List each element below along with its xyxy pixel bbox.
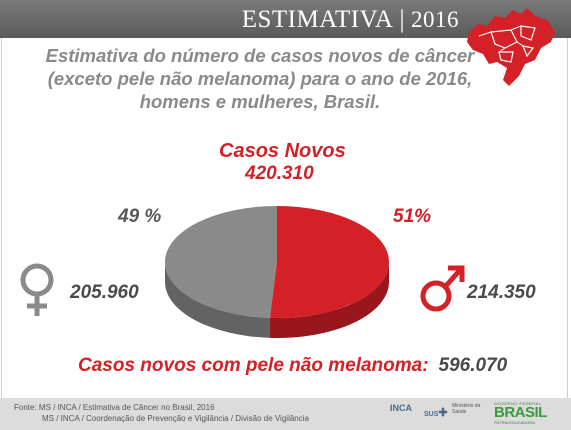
subtitle-line-1: Estimativa do número de casos novos de c… [45,45,475,66]
chart-subtitle: Estimativa do número de casos novos de c… [30,44,490,113]
sus-logo: SUS✚ [424,406,448,419]
sus-logo-text: SUS [424,411,439,418]
pie-slice-male-side [269,262,389,338]
brasil-logo-top: GOVERNO FEDERAL [494,401,542,406]
footer-line-1: Fonte: MS / INCA / Estimativa de Câncer … [14,403,215,412]
pie-slice-female [164,206,277,318]
brasil-logo-bottom: PÁTRIA EDUCADORA [494,420,535,425]
footnote-value: 596.070 [438,355,508,376]
subtitle-line-3: homens e mulheres, Brasil. [139,91,381,112]
header-separator: | [399,6,405,33]
header-title-text: ESTIMATIVA [241,6,394,33]
chart-title: Casos Novos [219,140,346,162]
inca-logo: INCA [390,403,412,413]
header-year: 2016 [411,7,459,32]
footnote-label: Casos novos com pele não melanoma: [78,355,429,376]
pie-slice-female-side [165,262,270,338]
slice-female-value: 205.960 [70,282,139,303]
brasil-logo-main: BRASIL [494,404,547,421]
ministerio-logo: Ministério da Saúde [452,403,481,415]
brasil-logo: GOVERNO FEDERAL BRASIL PÁTRIA EDUCADORA [494,401,552,425]
slice-male-percent: 51% [393,206,432,227]
slice-female-percent: 49 % [118,206,162,227]
footer-source: Fonte: MS / INCA / Estimativa de Câncer … [14,402,309,424]
header-title: ESTIMATIVA | 2016 [242,6,459,34]
footnote: Casos novos com pele não melanoma: 596.07… [78,355,507,377]
pie-slice-male [269,206,389,318]
chart-total-value: 420.310 [245,163,314,184]
female-symbol-icon [20,263,54,316]
footer-line-2: MS / INCA / Coordenação de Prevenção e V… [42,414,309,423]
subtitle-line-2: (exceto pele não melanoma) para o ano de… [47,68,473,89]
slice-male-value: 214.350 [467,282,536,303]
plus-icon: ✚ [438,407,448,419]
brazil-map-icon [467,8,555,86]
footer: Fonte: MS / INCA / Estimativa de Câncer … [0,398,571,430]
male-symbol-icon [420,265,465,312]
